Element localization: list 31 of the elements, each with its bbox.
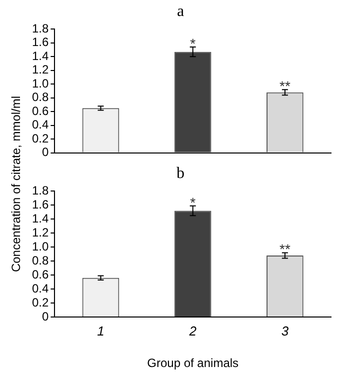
y-tick-label: 1.4: [32, 211, 49, 226]
y-tick-label: 1.0: [32, 239, 49, 254]
annotation: *: [190, 194, 196, 210]
y-tick-label: 0.6: [32, 104, 49, 118]
y-tick-label: 0.6: [32, 267, 49, 282]
y-tick-label: 0.4: [32, 118, 49, 132]
chart-title: a: [176, 2, 184, 20]
x-axis-title: Group of animals: [147, 356, 239, 370]
annotation: *: [190, 36, 196, 52]
x-tick-label: 1: [97, 323, 104, 338]
x-tick-label: 3: [281, 323, 290, 338]
y-tick-label: 0.2: [32, 131, 49, 146]
y-tick-label: 1.6: [32, 197, 49, 212]
y-tick-label: 1.8: [32, 184, 49, 198]
y-tick-label: 1.6: [32, 35, 49, 50]
chart-title: b: [176, 164, 184, 182]
y-tick-label: 1.0: [32, 76, 49, 90]
x-tick-label: 2: [188, 323, 198, 338]
y-tick-label: 0.2: [32, 295, 49, 310]
annotation: **: [279, 241, 291, 258]
y-tick-label: 1.2: [32, 225, 49, 240]
y-tick-label: 1.8: [32, 22, 49, 36]
y-tick-label: 0: [42, 145, 49, 160]
y-tick-label: 0.8: [32, 90, 49, 104]
y-tick-label: 0.8: [32, 253, 49, 268]
y-tick-label: 1.2: [32, 62, 49, 77]
y-tick-label: 0.4: [32, 281, 49, 296]
annotation: **: [279, 78, 291, 94]
y-axis-title: Concentration of citrate, mmol/ml: [9, 94, 24, 274]
y-tick-label: 0: [42, 309, 49, 324]
y-tick-label: 1.4: [32, 48, 49, 63]
